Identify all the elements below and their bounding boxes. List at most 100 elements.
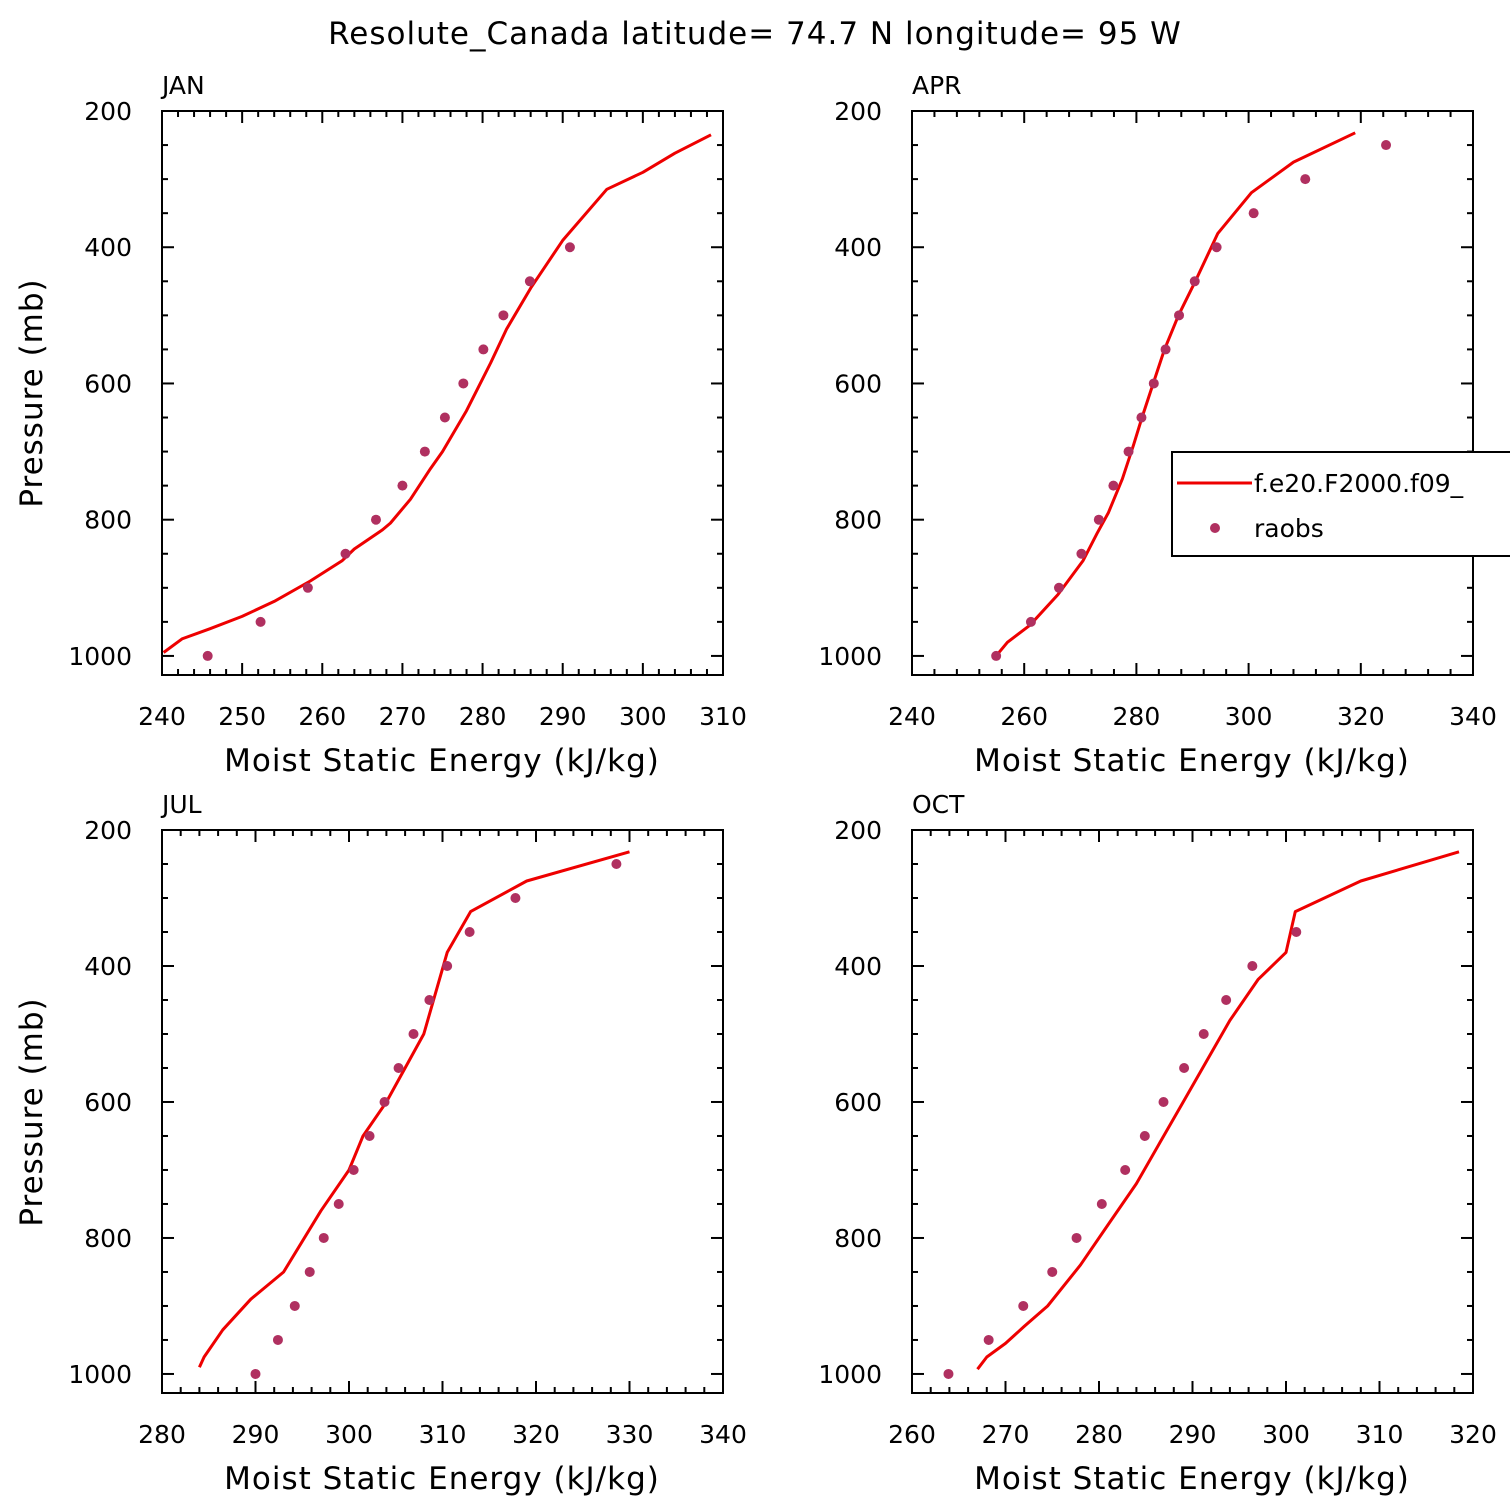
obs-point-jan xyxy=(498,310,509,321)
obs-point-apr xyxy=(1093,514,1104,525)
y-tick-label-oct: 600 xyxy=(834,1088,882,1117)
obs-point-oct xyxy=(1071,1232,1082,1243)
panel-jul: JUL Moist Static Energy (kJ/kg) Pressure… xyxy=(14,790,747,1497)
x-tick-label-jul: 340 xyxy=(699,1420,747,1449)
obs-point-jan xyxy=(419,446,430,457)
obs-point-oct xyxy=(943,1368,954,1379)
obs-point-jan xyxy=(202,650,213,661)
obs-point-jul xyxy=(611,858,622,869)
obs-point-jul xyxy=(379,1096,390,1107)
obs-point-jan xyxy=(397,480,408,491)
plot-area-jan: 240 250 260 270 280 290 300 310 200 400 600 800 1000 xyxy=(68,97,746,731)
y-tick-label-jul: 400 xyxy=(84,952,132,981)
x-tick-label-apr: 340 xyxy=(1449,702,1497,731)
obs-point-apr xyxy=(1248,208,1259,219)
xlabel-apr: Moist Static Energy (kJ/kg) xyxy=(974,743,1410,779)
y-tick-label-jan: 800 xyxy=(84,506,132,535)
obs-point-apr xyxy=(1148,378,1159,389)
x-tick-label-jan: 300 xyxy=(619,702,667,731)
axes-frame-jan xyxy=(161,110,724,676)
y-tick-label-apr: 400 xyxy=(834,233,882,262)
panel-jan: JAN Moist Static Energy (kJ/kg) Pressure… xyxy=(14,71,747,779)
obs-point-oct xyxy=(1158,1096,1169,1107)
x-tick-label-jan: 240 xyxy=(138,702,186,731)
y-tick-label-oct: 200 xyxy=(834,816,882,845)
y-tick-label-jan: 1000 xyxy=(68,642,132,671)
obs-point-jul xyxy=(393,1062,404,1073)
x-tick-label-jul: 290 xyxy=(232,1420,280,1449)
obs-point-jul xyxy=(250,1368,261,1379)
model-line-jul xyxy=(198,850,630,1368)
obs-point-apr xyxy=(1108,480,1119,491)
obs-point-oct xyxy=(1179,1062,1190,1073)
obs-point-apr xyxy=(1123,446,1134,457)
y-tick-label-jan: 200 xyxy=(84,97,132,126)
obs-point-jul xyxy=(348,1164,359,1175)
ylabel-jul: Pressure (mb) xyxy=(14,997,50,1226)
obs-point-jul xyxy=(304,1266,315,1277)
obs-point-oct xyxy=(1221,994,1232,1005)
xlabel-oct: Moist Static Energy (kJ/kg) xyxy=(974,1461,1410,1497)
model-line-oct xyxy=(976,850,1460,1371)
axes-frame-oct xyxy=(911,829,1474,1394)
obs-point-oct xyxy=(1096,1198,1107,1209)
model-line-jan xyxy=(162,133,712,654)
obs-point-jul xyxy=(424,994,435,1005)
obs-point-jul xyxy=(510,892,521,903)
x-tick-label-jul: 310 xyxy=(419,1420,467,1449)
axes-frame-jul xyxy=(161,829,724,1394)
y-tick-label-jul: 200 xyxy=(84,816,132,845)
panel-apr: APR Moist Static Energy (kJ/kg) 240 260 28… xyxy=(818,71,1496,779)
x-tick-label-jan: 270 xyxy=(379,702,427,731)
x-tick-label-oct: 290 xyxy=(1169,1420,1217,1449)
obs-point-jan xyxy=(458,378,469,389)
obs-point-apr xyxy=(1160,344,1171,355)
x-tick-label-oct: 310 xyxy=(1356,1420,1404,1449)
obs-point-oct xyxy=(1291,926,1302,937)
y-tick-label-apr: 800 xyxy=(834,506,882,535)
y-tick-label-jan: 600 xyxy=(84,369,132,398)
panel-label-jan: JAN xyxy=(160,71,205,100)
xlabel-jul: Moist Static Energy (kJ/kg) xyxy=(224,1461,660,1497)
x-tick-label-apr: 300 xyxy=(1225,702,1273,731)
obs-point-apr xyxy=(1381,140,1392,151)
x-tick-label-oct: 300 xyxy=(1262,1420,1310,1449)
plot-area-jul: 280 290 300 310 320 330 340 200 400 600 800 1000 xyxy=(68,816,746,1449)
x-tick-label-jan: 310 xyxy=(699,702,747,731)
x-tick-label-apr: 260 xyxy=(1000,702,1048,731)
legend-label-raobs: raobs xyxy=(1254,514,1324,543)
obs-point-oct xyxy=(1247,960,1258,971)
legend: f.e20.F2000.f09_ raobs xyxy=(1171,451,1510,557)
legend-marker-swatch xyxy=(1210,523,1220,533)
x-tick-label-jan: 280 xyxy=(459,702,507,731)
y-tick-label-apr: 600 xyxy=(834,369,882,398)
obs-point-jul xyxy=(272,1334,283,1345)
y-tick-label-jul: 600 xyxy=(84,1088,132,1117)
obs-point-jul xyxy=(333,1198,344,1209)
obs-point-oct xyxy=(1120,1164,1131,1175)
y-tick-label-jul: 1000 xyxy=(68,1360,132,1389)
panel-label-oct: OCT xyxy=(912,790,965,819)
x-tick-label-oct: 260 xyxy=(888,1420,936,1449)
legend-label-model: f.e20.F2000.f09_ xyxy=(1254,469,1464,498)
plot-area-apr: 240 260 280 300 320 340 200 400 600 800 1000 xyxy=(818,97,1496,731)
obs-point-jul xyxy=(364,1130,375,1141)
figure-title: Resolute_Canada latitude= 74.7 N longitu… xyxy=(328,16,1182,52)
obs-point-apr xyxy=(1211,242,1222,253)
x-tick-label-jul: 330 xyxy=(606,1420,654,1449)
obs-point-jan xyxy=(524,276,535,287)
obs-point-apr xyxy=(1300,174,1311,185)
x-tick-label-oct: 270 xyxy=(982,1420,1030,1449)
x-tick-label-oct: 320 xyxy=(1449,1420,1497,1449)
plot-area-oct: 260 270 280 290 300 310 320 200 400 600 800 1000 xyxy=(818,816,1496,1449)
obs-point-jul xyxy=(408,1028,419,1039)
obs-point-apr xyxy=(1076,548,1087,559)
x-tick-label-jan: 250 xyxy=(218,702,266,731)
y-tick-label-oct: 400 xyxy=(834,952,882,981)
y-tick-label-oct: 1000 xyxy=(818,1360,882,1389)
obs-point-jul xyxy=(442,960,453,971)
y-tick-label-oct: 800 xyxy=(834,1224,882,1253)
x-tick-label-jul: 320 xyxy=(512,1420,560,1449)
obs-point-jan xyxy=(478,344,489,355)
